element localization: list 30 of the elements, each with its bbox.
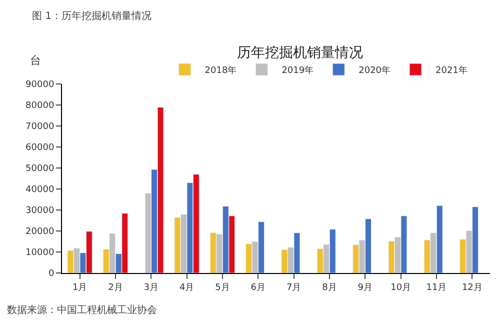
x-tick-label: 1月 xyxy=(72,282,88,293)
caption: 图 1：历年挖掘机销量情况 xyxy=(32,10,152,22)
source-note: 数据来源：中国工程机械工业协会 xyxy=(7,304,157,316)
x-tick-label: 10月 xyxy=(390,282,412,293)
legend-label: 2020年 xyxy=(358,65,391,76)
x-tick-label: 6月 xyxy=(250,282,266,293)
y-axis-title: 台 xyxy=(30,54,41,67)
x-tick-label: 4月 xyxy=(179,282,194,293)
chart-title: 历年挖掘机销量情况 xyxy=(237,45,363,62)
legend-label: 2018年 xyxy=(204,65,237,76)
x-tick-label: 7月 xyxy=(286,282,302,293)
y-tick-label: 20000 xyxy=(26,227,54,238)
y-tick-label: 60000 xyxy=(26,143,54,154)
x-tick-label: 11月 xyxy=(426,282,447,293)
x-tick-label: 12月 xyxy=(462,282,482,293)
x-tick-label: 9月 xyxy=(358,282,373,293)
y-tick-label: 90000 xyxy=(26,80,54,90)
y-tick-label: 10000 xyxy=(26,248,54,258)
x-tick-label: 5月 xyxy=(215,282,230,293)
y-tick-label: 30000 xyxy=(26,206,54,216)
y-tick-label: 0 xyxy=(48,269,54,280)
y-tick-label: 70000 xyxy=(26,122,54,132)
y-tick-label: 80000 xyxy=(26,101,54,112)
y-tick-label: 40000 xyxy=(26,185,54,196)
x-tick-label: 2月 xyxy=(108,282,123,293)
x-tick-label: 8月 xyxy=(322,282,337,293)
legend-label: 2021年 xyxy=(436,65,468,76)
x-tick-label: 3月 xyxy=(144,282,159,293)
legend-label: 2019年 xyxy=(282,65,314,76)
y-tick-label: 50000 xyxy=(26,164,54,174)
